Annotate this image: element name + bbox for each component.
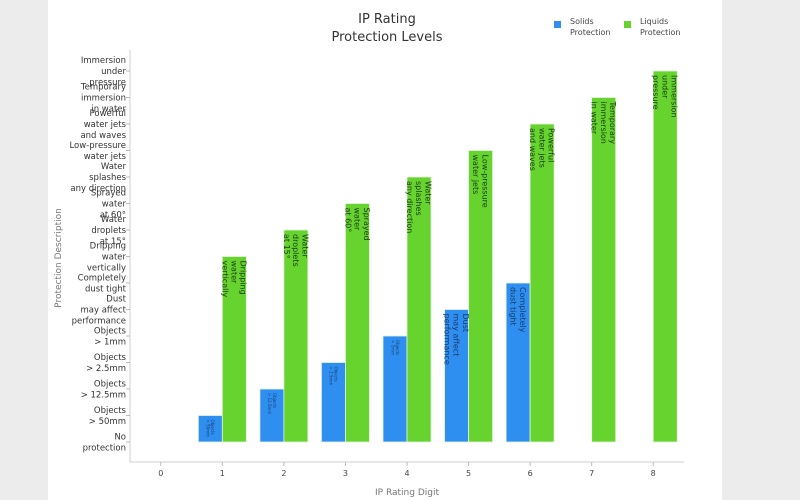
legend-entry-label: Solids Protection (570, 17, 610, 37)
bar-label: Immersionunderpressure (651, 75, 678, 118)
y-tick-label: Low-pressure water jets (69, 141, 126, 162)
bar-labels: Objects> 50mm Objects> 12.5mm Objects> 2.5… (206, 75, 679, 437)
x-tick-label: 2 (281, 469, 286, 478)
x-tick-label: 8 (651, 469, 656, 478)
bar-solids-5 (444, 309, 469, 443)
y-tick-label: Objects > 12.5mm (81, 380, 127, 401)
bar-label: Objects> 1mm (390, 340, 400, 355)
bar-solids-4 (382, 335, 408, 443)
y-tick-label: Completely dust tight (78, 274, 127, 295)
y-tick-label: Water droplets at 15° (91, 215, 126, 247)
y-tick-label: Temporary immersion in water (80, 83, 127, 115)
x-tick-label: 6 (528, 469, 533, 478)
bar-solids-3 (321, 362, 346, 443)
bar-liquids-1 (221, 256, 247, 443)
bar-liquids-2 (283, 229, 309, 443)
bar-liquids-3 (345, 203, 370, 443)
bar-solids-6 (505, 282, 531, 443)
y-tick-label: No protection (83, 433, 126, 454)
x-tick-label: 5 (466, 469, 471, 478)
bar-label: Watersplashesany direction (405, 181, 432, 233)
y-tick-label: Sprayed water at 60° (91, 189, 127, 221)
y-tick-label: Water splashes any direction (70, 162, 126, 194)
bar-label: Objects> 50mm (206, 420, 216, 438)
bar-label: Temporaryimmersionin water (590, 101, 617, 145)
x-axis-ticks: 0 1 2 3 4 5 6 7 8 (158, 462, 656, 478)
bar-label: Completelydust tight (509, 287, 527, 333)
bar-liquids-6 (529, 123, 555, 443)
bar-solids-2 (259, 388, 285, 443)
y-tick-label: Powerful water jets and waves (80, 109, 126, 141)
bars (197, 70, 678, 443)
legend-swatch (554, 21, 561, 28)
bar-label: Drippingwatervertically (220, 261, 247, 298)
legend: Solids Protection Liquids Protection (554, 17, 680, 37)
y-tick-label: Objects > 2.5mm (86, 353, 126, 374)
y-axis-ticks: No protection Objects > 50mm Objects > 12.5mm… (69, 56, 130, 454)
y-tick-label: Dripping water vertically (87, 242, 127, 274)
y-tick-label: Objects > 50mm (89, 406, 127, 427)
y-tick-label: Objects > 1mm (94, 327, 127, 348)
chart-title-line: IP Rating (358, 12, 416, 27)
bar-liquids-8 (652, 70, 678, 443)
y-tick-label: Immersion under pressure (81, 56, 127, 88)
y-axis-label: Protection Description (54, 208, 64, 308)
chart-card: IP Rating Protection Levels Solids Protect… (48, 0, 722, 500)
bar-liquids-7 (591, 97, 617, 443)
bar-liquids-4 (406, 176, 432, 443)
legend-entry-label: Liquids Protection (640, 17, 680, 37)
bar-label: Low-pressurewater jets (471, 155, 489, 208)
y-tick-label: Dust may affect performance (72, 295, 127, 327)
x-tick-label: 3 (343, 469, 348, 478)
bar-label: Waterdropletsat 15° (282, 234, 309, 267)
chart-title: IP Rating Protection Levels (332, 12, 443, 45)
bar-label: Objects> 2.5mm (329, 367, 339, 386)
bar-liquids-5 (468, 150, 493, 443)
bar-label: Sprayedwaterat 60° (343, 208, 370, 241)
chart-title-line: Protection Levels (332, 30, 443, 45)
x-tick-label: 0 (158, 469, 163, 478)
bar-label: Objects> 12.5mm (267, 393, 277, 414)
x-tick-label: 1 (220, 469, 225, 478)
x-tick-label: 4 (404, 469, 409, 478)
x-tick-label: 7 (589, 469, 594, 478)
bar-label: Dustmay affectperformance (443, 314, 470, 365)
bar-label: Powerfulwater jetsand waves (528, 128, 555, 171)
bar-solids-1 (197, 415, 223, 443)
x-axis-label: IP Rating Digit (375, 488, 439, 498)
ip-rating-bar-chart: IP Rating Protection Levels Solids Protect… (54, 12, 684, 498)
legend-swatch (624, 21, 631, 28)
